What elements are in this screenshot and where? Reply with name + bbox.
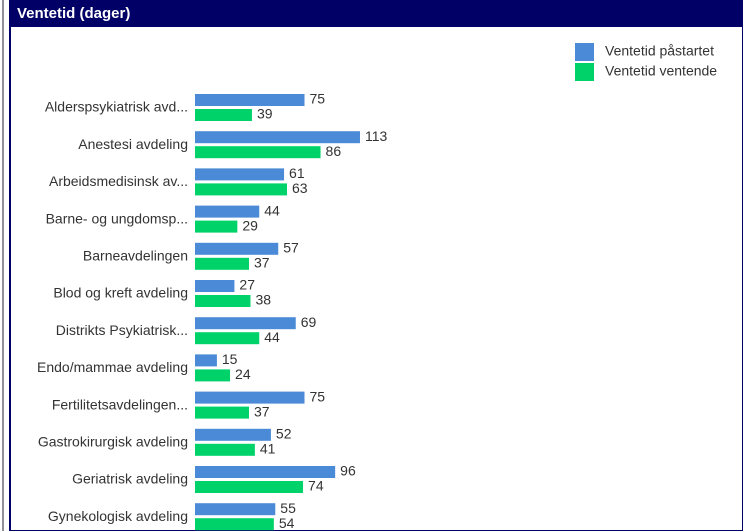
- value-label: 113: [365, 128, 388, 144]
- value-label: 57: [283, 240, 299, 256]
- value-label: 44: [264, 202, 280, 218]
- bar: [195, 205, 260, 218]
- bar: [195, 317, 296, 330]
- category-label: Gastrokirurgisk avdeling: [38, 434, 188, 450]
- value-label: 69: [301, 314, 317, 330]
- category-label: Blod og kreft avdeling: [53, 285, 188, 301]
- legend-label: Ventetid påstartet: [605, 43, 714, 59]
- title-bar: [10, 0, 743, 27]
- legend-swatch: [575, 43, 594, 61]
- bar: [195, 518, 274, 531]
- bar: [195, 257, 250, 270]
- bar: [195, 295, 251, 307]
- category-label: Anestesi avdeling: [78, 136, 188, 152]
- value-label: 75: [310, 91, 326, 107]
- bar: [195, 242, 279, 255]
- bar: [195, 94, 305, 106]
- bar: [195, 183, 287, 196]
- category-label: Arbeidsmedisinsk av...: [49, 173, 188, 189]
- category-label: Alderspsykiatrisk avd...: [45, 99, 188, 115]
- bar: [195, 146, 321, 159]
- bar: [195, 280, 235, 292]
- bar: [195, 481, 304, 493]
- legend-swatch: [575, 63, 594, 81]
- value-label: 37: [254, 255, 270, 271]
- bar: [195, 168, 285, 181]
- value-label: 24: [235, 366, 251, 382]
- category-label: Barne- og ungdomsp...: [46, 210, 188, 226]
- bar: [195, 391, 305, 404]
- value-label: 74: [308, 478, 324, 494]
- value-label: 29: [242, 217, 258, 233]
- value-label: 96: [340, 463, 356, 479]
- bar: [195, 354, 217, 367]
- bar: [195, 220, 238, 233]
- value-label: 41: [260, 441, 276, 457]
- value-label: 75: [310, 388, 326, 404]
- value-label: 27: [239, 277, 255, 293]
- category-label: Geriatrisk avdeling: [72, 471, 188, 487]
- bar: [195, 369, 231, 382]
- value-label: 86: [326, 143, 342, 159]
- value-label: 39: [257, 106, 273, 122]
- bar: [195, 406, 250, 419]
- bar: [195, 131, 360, 144]
- value-label: 63: [292, 180, 308, 196]
- category-label: Gynekologisk avdeling: [48, 508, 188, 524]
- value-label: 15: [222, 351, 238, 367]
- category-label: Distrikts Psykiatrisk...: [56, 322, 188, 338]
- chart-title: Ventetid (dager): [17, 5, 130, 22]
- category-label: Barneavdelingen: [83, 248, 188, 264]
- value-label: 61: [289, 165, 305, 181]
- value-label: 38: [255, 292, 271, 308]
- panel-frame: [9, 0, 743, 531]
- category-label: Fertilitetsavdelingen...: [52, 396, 188, 412]
- bar: [195, 443, 255, 456]
- legend-label: Ventetid ventende: [605, 63, 717, 79]
- bar: [195, 332, 260, 345]
- value-label: 37: [254, 403, 270, 419]
- value-label: 44: [264, 329, 280, 345]
- bar: [195, 428, 271, 441]
- bar: [195, 109, 252, 121]
- bar: [195, 503, 276, 516]
- bar: [195, 466, 336, 478]
- value-label: 54: [279, 515, 295, 531]
- value-label: 52: [276, 426, 292, 442]
- value-label: 55: [280, 500, 296, 516]
- category-label: Endo/mammae avdeling: [37, 359, 188, 375]
